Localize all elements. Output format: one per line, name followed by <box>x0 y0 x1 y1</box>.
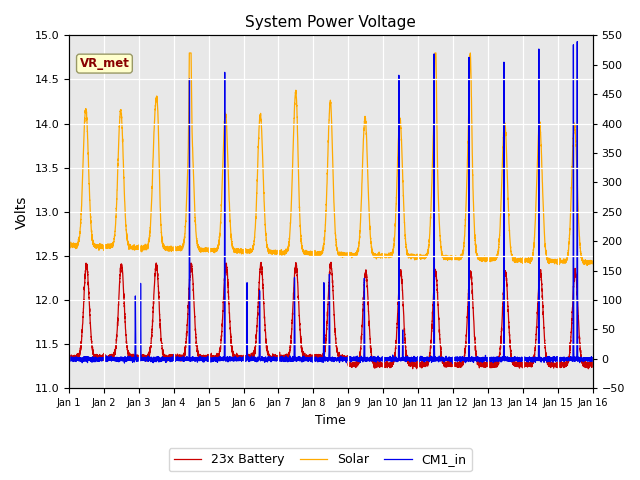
Solar <box>243 248 251 254</box>
Solar <box>561 260 568 265</box>
23x Battery <box>65 354 73 360</box>
Line: Solar: Solar <box>69 53 593 265</box>
CM1_in <box>589 358 596 363</box>
Solar <box>589 259 596 265</box>
CM1_in <box>561 355 568 361</box>
23x Battery <box>448 361 456 367</box>
CM1_in <box>567 357 575 363</box>
23x Battery <box>313 354 321 360</box>
CM1_in <box>448 356 456 362</box>
Solar <box>583 263 591 268</box>
CM1_in <box>313 358 321 363</box>
Line: 23x Battery: 23x Battery <box>69 262 593 369</box>
23x Battery <box>589 363 596 369</box>
Y-axis label: Volts: Volts <box>15 195 29 228</box>
23x Battery <box>463 328 470 334</box>
Text: VR_met: VR_met <box>79 57 129 70</box>
23x Battery <box>243 354 251 360</box>
X-axis label: Time: Time <box>316 414 346 427</box>
Legend: 23x Battery, Solar, CM1_in: 23x Battery, Solar, CM1_in <box>168 448 472 471</box>
CM1_in <box>463 357 470 362</box>
23x Battery <box>567 340 575 346</box>
Solar <box>186 50 193 56</box>
23x Battery <box>327 259 335 265</box>
Solar <box>313 250 321 255</box>
Solar <box>567 207 575 213</box>
Title: System Power Voltage: System Power Voltage <box>245 15 416 30</box>
Solar <box>65 242 73 248</box>
23x Battery <box>584 366 592 372</box>
Solar <box>448 255 456 261</box>
CM1_in <box>243 296 251 302</box>
CM1_in <box>573 39 581 45</box>
23x Battery <box>561 362 568 368</box>
Solar <box>463 187 470 192</box>
CM1_in <box>65 356 73 362</box>
Line: CM1_in: CM1_in <box>69 42 593 363</box>
CM1_in <box>449 360 456 366</box>
